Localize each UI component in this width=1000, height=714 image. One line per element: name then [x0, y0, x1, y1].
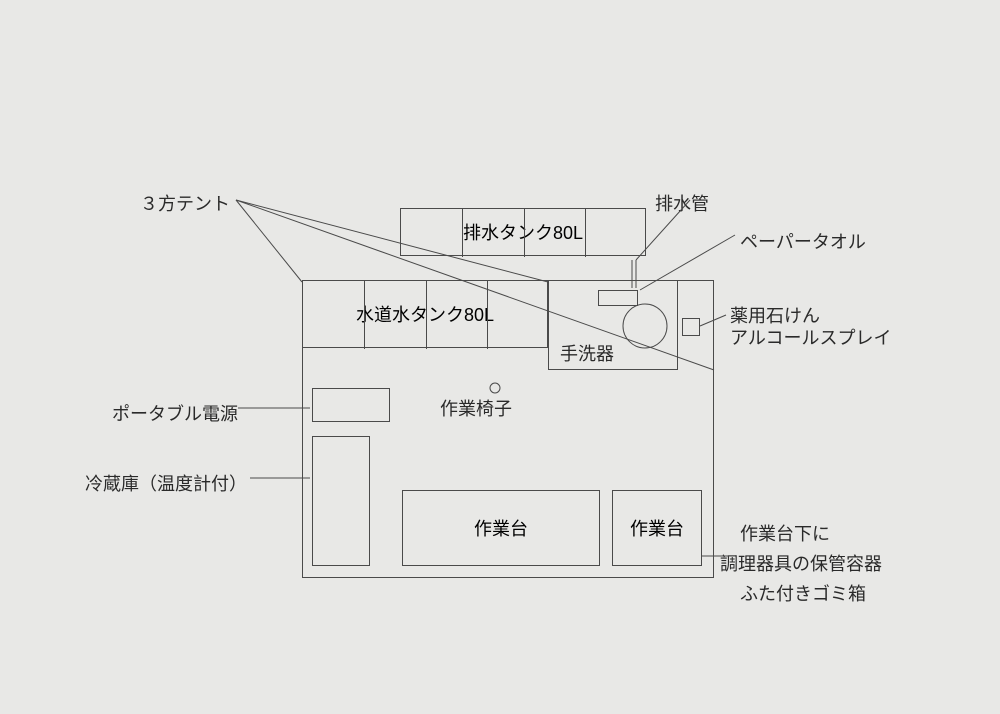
label-under-2: 調理器具の保管容器 — [720, 550, 882, 576]
divider — [487, 281, 488, 349]
text-sink: 手洗器 — [560, 340, 614, 366]
divider — [524, 209, 525, 257]
label-soap-2: アルコールスプレイ — [730, 324, 891, 350]
text-chair: 作業椅子 — [440, 395, 512, 421]
label-papertowel: ペーパータオル — [740, 228, 866, 254]
text-worktable-2: 作業台 — [630, 515, 684, 541]
label-under-3: ふた付きゴミ箱 — [740, 580, 866, 606]
box-sink-inner — [598, 290, 638, 306]
label-power: ポータブル電源 — [112, 400, 238, 426]
box-worktable-2: 作業台 — [612, 490, 702, 566]
divider — [364, 281, 365, 349]
label-drainpipe: 排水管 — [655, 190, 709, 216]
divider — [462, 209, 463, 257]
label-tent: ３方テント — [140, 190, 230, 216]
divider — [585, 209, 586, 257]
box-power — [312, 388, 390, 422]
box-soap — [682, 318, 700, 336]
label-under-1: 作業台下に — [740, 520, 830, 546]
box-fridge — [312, 436, 370, 566]
box-water-tank: 水道水タンク80L — [302, 280, 548, 348]
divider — [426, 281, 427, 349]
box-worktable-1: 作業台 — [402, 490, 600, 566]
text-worktable-1: 作業台 — [474, 515, 528, 541]
box-drain-tank: 排水タンク80L — [400, 208, 646, 256]
label-fridge: 冷蔵庫（温度計付） — [85, 470, 247, 496]
